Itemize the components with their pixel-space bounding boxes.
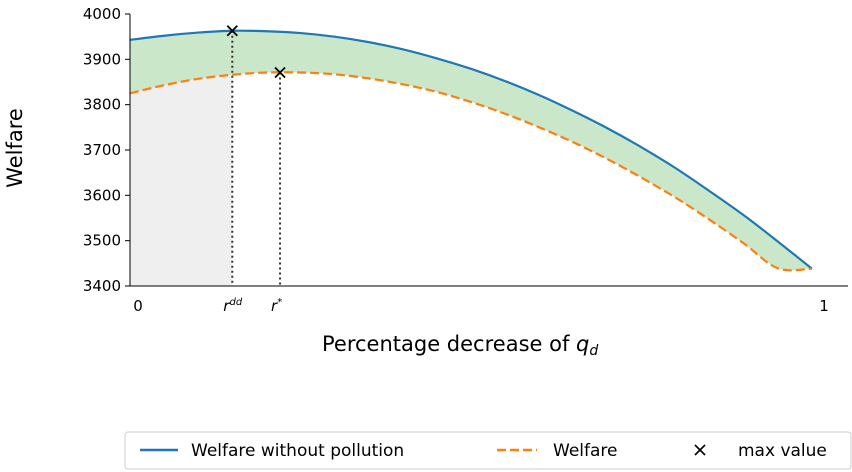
y-tick-label: 3400 [83,277,121,295]
series-welfare-line [129,71,813,272]
y-tick-label: 3600 [83,186,121,204]
x-tick-label: r* [271,297,282,315]
x-tick-label: 0 [133,297,143,315]
x-tick-label-base: r [223,297,230,315]
legend-label: Welfare [553,441,617,461]
max-value-marker [274,66,286,79]
y-tick-label: 3800 [83,96,121,114]
y-tick-label: 4000 [83,5,121,23]
max-value-markers [226,25,286,79]
max-value-marker [226,25,238,37]
x-axis-title-var: q [576,332,589,356]
series-welfare-without-pollution-line [129,29,813,270]
legend-entry-max-value: max value [694,441,827,461]
max-marker-stroke [274,66,286,79]
legend-label: Welfare without pollution [191,441,404,461]
y-tick-label: 3900 [83,50,121,68]
y-tick-label: 3700 [83,141,121,159]
x-tick-label-base: r [271,297,278,315]
y-axis-ticks: 3400 3500 3600 3700 3800 3900 4000 [83,5,130,295]
y-tick-label: 3500 [83,232,121,250]
x-axis-title: Percentage decrease of qd [322,332,598,359]
legend-label: max value [738,441,827,461]
legend-frame [124,431,852,470]
left-shaded-region [130,74,233,286]
x-axis-title-sub: d [589,343,598,359]
x-tick-label: rdd [223,297,243,315]
legend-entry-welfare-without-pollution: Welfare without pollution [140,441,404,461]
y-axis-title: Welfare [3,108,27,188]
max-marker-stroke [226,25,238,37]
legend-entry-welfare: Welfare [497,441,617,461]
legend: Welfare without pollution Welfare max va… [124,431,852,470]
between-curves-fill [130,30,812,271]
x-axis-title-text: Percentage decrease of [322,332,576,356]
plot-area [129,25,813,286]
x-tick-label-sup: * [277,297,282,308]
max-dotted-lines [231,30,282,286]
x-tick-label: 1 [819,297,829,315]
legend-x-marker-icon [694,444,706,456]
x-tick-label-sup: dd [229,297,242,308]
